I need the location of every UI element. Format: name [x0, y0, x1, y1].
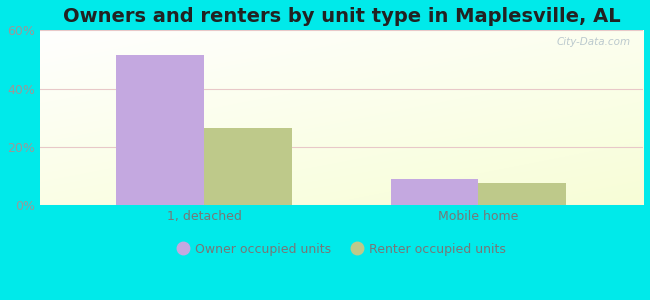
Bar	[391, 179, 478, 205]
Bar	[478, 183, 566, 205]
Title: Owners and renters by unit type in Maplesville, AL: Owners and renters by unit type in Maple…	[62, 7, 620, 26]
Legend: Owner occupied units, Renter occupied units: Owner occupied units, Renter occupied un…	[172, 238, 511, 261]
Bar	[116, 55, 204, 205]
Text: City-Data.com: City-Data.com	[557, 37, 631, 47]
Bar	[204, 128, 292, 205]
